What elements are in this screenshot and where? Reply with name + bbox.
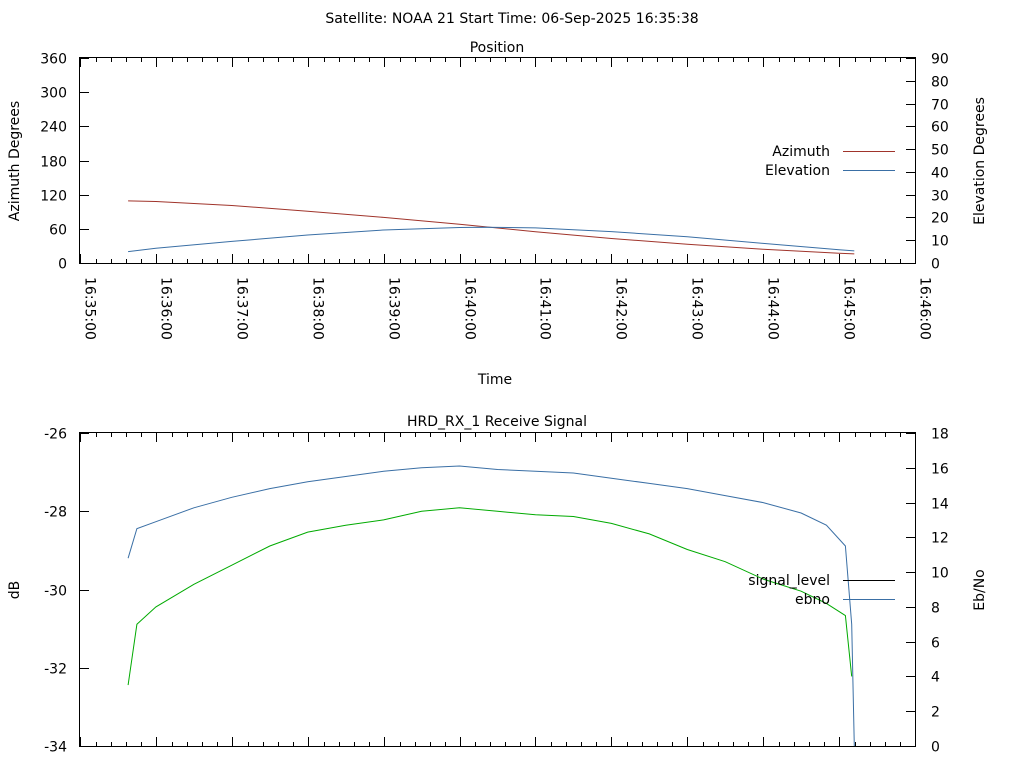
x-tick-label: 16:40:00 — [462, 277, 478, 340]
receive-signal-y2-label: Eb/No — [972, 569, 988, 611]
y2-tick-label: 30 — [931, 189, 949, 205]
x-tick-label: 16:41:00 — [537, 277, 553, 340]
y-tick-label: -30 — [44, 584, 67, 600]
y-tick-label: -28 — [44, 505, 67, 521]
y2-tick-label: 12 — [931, 531, 949, 547]
header-title: Satellite: NOAA 21 Start Time: 06-Sep-20… — [325, 11, 698, 27]
position-plot-frame — [79, 57, 916, 264]
position-x-label: Time — [477, 372, 512, 388]
y-tick-label: -34 — [44, 740, 67, 756]
y2-tick-label: 4 — [931, 670, 940, 686]
y-tick-label: 300 — [40, 86, 67, 102]
position-axes: 16:35:00 16:36:00 16:37:00 16:38:00 16:39:00… — [40, 52, 949, 340]
series-line-azimuth — [128, 200, 855, 255]
position-series — [128, 200, 855, 255]
x-tick-label: 16:42:00 — [613, 277, 629, 340]
y2-tick-label: 6 — [931, 636, 940, 652]
y2-tick-label: 0 — [931, 257, 940, 273]
position-y-label: Azimuth Degrees — [7, 101, 23, 221]
y-tick-label: 120 — [40, 189, 67, 205]
x-tick-label: 16:39:00 — [386, 277, 402, 340]
y2-tick-label: 70 — [931, 98, 949, 114]
y2-tick-label: 90 — [931, 52, 949, 68]
y2-tick-label: 2 — [931, 705, 940, 721]
y2-tick-label: 14 — [931, 497, 949, 513]
legend-label: Azimuth — [772, 144, 830, 160]
series-line-ebno — [127, 465, 855, 747]
y2-tick-label: 0 — [931, 740, 940, 756]
y2-tick-label: 10 — [931, 234, 949, 250]
x-tick-label: 16:45:00 — [841, 277, 857, 340]
y2-tick-label: 20 — [931, 211, 949, 227]
y2-tick-label: 80 — [931, 75, 949, 91]
position-chart-title: Position — [470, 40, 525, 56]
x-tick-label: 16:44:00 — [765, 277, 781, 340]
series-line-unlabeled-2 — [127, 507, 853, 686]
y-tick-label: 180 — [40, 155, 67, 171]
x-tick-label: 16:38:00 — [310, 277, 326, 340]
y-tick-label: 240 — [40, 120, 67, 136]
y2-tick-label: 40 — [931, 166, 949, 182]
receive-signal-plot-frame — [79, 432, 916, 747]
legend-label: signal_level — [748, 573, 830, 589]
x-tick-label: 16:37:00 — [234, 277, 250, 340]
receive-signal-y-label: dB — [7, 581, 23, 600]
y-tick-label: 0 — [58, 257, 67, 273]
y-tick-label: 60 — [49, 223, 67, 239]
x-tick-label: 16:36:00 — [158, 277, 174, 340]
y2-tick-label: 60 — [931, 120, 949, 136]
y2-tick-label: 16 — [931, 462, 949, 478]
position-y2-label: Elevation Degrees — [972, 97, 988, 225]
x-tick-label: 16:46:00 — [917, 277, 933, 340]
legend-label: ebno — [795, 592, 830, 608]
y-tick-label: -32 — [44, 662, 67, 678]
y2-tick-label: 18 — [931, 427, 949, 443]
x-tick-label: 16:35:00 — [82, 277, 98, 340]
position-chart: Position Azimuth Degrees Elevation Degre… — [7, 40, 988, 388]
y2-tick-label: 8 — [931, 601, 940, 617]
receive-signal-chart-title: HRD_RX_1 Receive Signal — [407, 414, 587, 430]
y2-tick-label: 50 — [931, 143, 949, 159]
receive-signal-chart: HRD_RX_1 Receive Signal dB Eb/No -34-32-… — [7, 414, 988, 756]
position-legend: Azimuth Elevation — [765, 144, 895, 179]
x-tick-label: 16:43:00 — [689, 277, 705, 340]
y-tick-label: -26 — [44, 427, 67, 443]
series-line-elevation — [128, 226, 855, 253]
y2-tick-label: 10 — [931, 566, 949, 582]
receive-signal-series — [127, 465, 855, 747]
legend-label: Elevation — [765, 163, 830, 179]
receive-signal-axes: -34 -32 -30 -28 -26 0 2 4 6 8 10 12 14 16 18 — [44, 427, 949, 756]
y-tick-label: 360 — [40, 52, 67, 68]
